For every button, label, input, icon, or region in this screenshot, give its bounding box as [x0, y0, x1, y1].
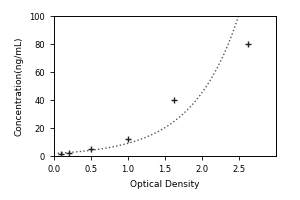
Y-axis label: Concentration(ng/mL): Concentration(ng/mL) — [15, 36, 24, 136]
X-axis label: Optical Density: Optical Density — [130, 180, 200, 189]
